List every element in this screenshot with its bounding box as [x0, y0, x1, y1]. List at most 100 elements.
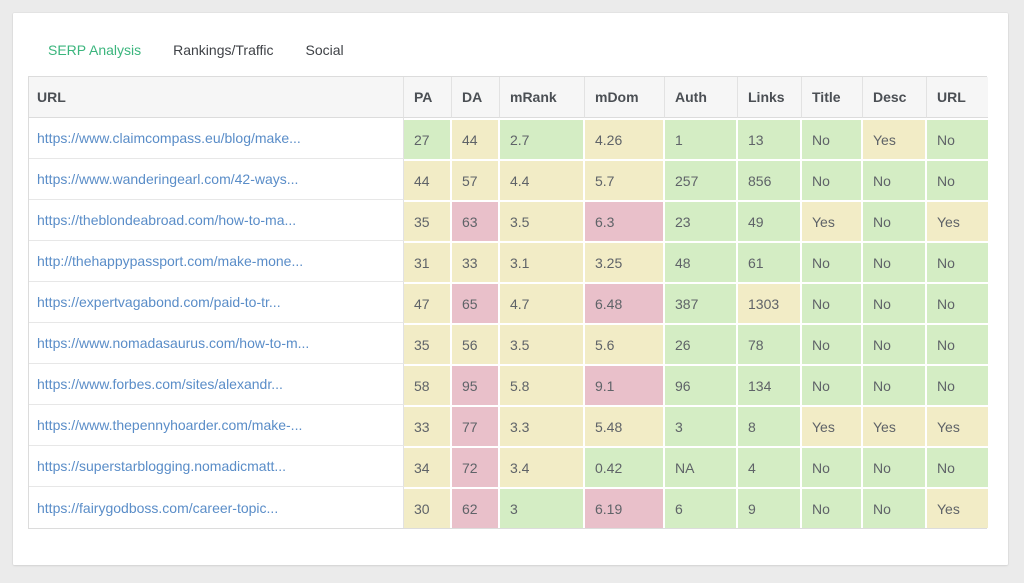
table-header-row: URL PA DA mRank mDom Auth Links Title Desc URL	[29, 77, 988, 118]
metric-cell-pa: 47	[404, 282, 452, 323]
url-cell: https://expertvagabond.com/paid-to-tr...	[29, 282, 404, 323]
metric-cell-url: No	[927, 159, 988, 200]
metric-cell-mrank: 5.8	[500, 364, 585, 405]
column-header-mdom: mDom	[585, 77, 665, 118]
result-url-link[interactable]: https://theblondeabroad.com/how-to-ma...	[37, 212, 297, 228]
metric-cell-mrank: 3.3	[500, 405, 585, 446]
metric-cell-da: 56	[452, 323, 500, 364]
result-url-link[interactable]: https://www.wanderingearl.com/42-ways...	[37, 171, 299, 187]
metric-cell-title: No	[802, 241, 863, 282]
metric-cell-mrank: 3	[500, 487, 585, 528]
metric-cell-url: Yes	[927, 487, 988, 528]
metric-cell-links: 8	[738, 405, 802, 446]
column-header-url-2: URL	[927, 77, 988, 118]
result-url-link[interactable]: https://fairygodboss.com/career-topic...	[37, 499, 279, 516]
result-url-link[interactable]: https://superstarblogging.nomadicmatt...	[37, 458, 287, 474]
result-url-link[interactable]: https://expertvagabond.com/paid-to-tr...	[37, 294, 281, 310]
metric-cell-url: No	[927, 118, 988, 159]
result-url-link[interactable]: https://www.forbes.com/sites/alexandr...	[37, 376, 283, 392]
metric-cell-auth: 23	[665, 200, 738, 241]
metric-cell-da: 62	[452, 487, 500, 528]
metric-cell-mdom: 3.25	[585, 241, 665, 282]
tab-serp-analysis[interactable]: SERP Analysis	[48, 42, 142, 58]
metric-cell-pa: 33	[404, 405, 452, 446]
tab-social[interactable]: Social	[305, 42, 344, 58]
tab-bar: SERP Analysis Rankings/Traffic Social	[13, 13, 1008, 60]
url-cell: https://theblondeabroad.com/how-to-ma...	[29, 200, 404, 241]
metric-cell-mrank: 3.5	[500, 323, 585, 364]
result-url-link[interactable]: http://thehappypassport.com/make-mone...	[37, 253, 304, 269]
metric-cell-desc: No	[863, 200, 927, 241]
metric-cell-links: 13	[738, 118, 802, 159]
metric-cell-url: No	[927, 446, 988, 487]
url-cell: https://www.forbes.com/sites/alexandr...	[29, 364, 404, 405]
metric-cell-da: 63	[452, 200, 500, 241]
metric-cell-links: 856	[738, 159, 802, 200]
metric-cell-pa: 34	[404, 446, 452, 487]
metric-cell-desc: Yes	[863, 405, 927, 446]
column-header-pa: PA	[404, 77, 452, 118]
metric-cell-pa: 35	[404, 200, 452, 241]
url-cell: https://www.nomadasaurus.com/how-to-m...	[29, 323, 404, 364]
result-url-link[interactable]: https://www.nomadasaurus.com/how-to-m...	[37, 335, 310, 351]
metric-cell-pa: 44	[404, 159, 452, 200]
metric-cell-mdom: 6.48	[585, 282, 665, 323]
metric-cell-links: 49	[738, 200, 802, 241]
metric-cell-mdom: 5.48	[585, 405, 665, 446]
table-row: https://fairygodboss.com/career-topic...…	[29, 487, 988, 528]
metric-cell-title: No	[802, 282, 863, 323]
metric-cell-pa: 58	[404, 364, 452, 405]
metric-cell-url: No	[927, 364, 988, 405]
column-header-mrank: mRank	[500, 77, 585, 118]
column-header-links: Links	[738, 77, 802, 118]
metric-cell-desc: No	[863, 241, 927, 282]
metric-cell-url: Yes	[927, 200, 988, 241]
url-cell: https://fairygodboss.com/career-topic...	[29, 487, 404, 528]
metric-cell-desc: No	[863, 159, 927, 200]
metric-cell-auth: 26	[665, 323, 738, 364]
metric-cell-url: No	[927, 241, 988, 282]
metric-cell-da: 33	[452, 241, 500, 282]
table-body: https://www.claimcompass.eu/blog/make...…	[29, 118, 988, 528]
metric-cell-da: 72	[452, 446, 500, 487]
metric-cell-url: No	[927, 323, 988, 364]
metric-cell-mrank: 4.7	[500, 282, 585, 323]
url-cell: https://www.thepennyhoarder.com/make-...	[29, 405, 404, 446]
metric-cell-pa: 27	[404, 118, 452, 159]
metric-cell-da: 44	[452, 118, 500, 159]
metric-cell-links: 78	[738, 323, 802, 364]
metric-cell-mrank: 2.7	[500, 118, 585, 159]
tab-rankings-traffic[interactable]: Rankings/Traffic	[173, 42, 274, 58]
metric-cell-title: No	[802, 323, 863, 364]
metric-cell-title: No	[802, 446, 863, 487]
metric-cell-auth: 6	[665, 487, 738, 528]
table-row: https://www.thepennyhoarder.com/make-...…	[29, 405, 988, 446]
metric-cell-desc: Yes	[863, 118, 927, 159]
table-row: https://expertvagabond.com/paid-to-tr...…	[29, 282, 988, 323]
url-cell: http://thehappypassport.com/make-mone...	[29, 241, 404, 282]
column-header-auth: Auth	[665, 77, 738, 118]
table-row: http://thehappypassport.com/make-mone...…	[29, 241, 988, 282]
metric-cell-mdom: 6.19	[585, 487, 665, 528]
table-row: https://superstarblogging.nomadicmatt...…	[29, 446, 988, 487]
result-url-link[interactable]: https://www.thepennyhoarder.com/make-...	[37, 417, 303, 433]
metric-cell-url: Yes	[927, 405, 988, 446]
metric-cell-links: 9	[738, 487, 802, 528]
metric-cell-title: Yes	[802, 200, 863, 241]
metric-cell-mdom: 4.26	[585, 118, 665, 159]
metric-cell-desc: No	[863, 323, 927, 364]
metric-cell-mdom: 0.42	[585, 446, 665, 487]
serp-analysis-table: URL PA DA mRank mDom Auth Links Title Desc URL ht…	[29, 77, 988, 528]
column-header-url: URL	[29, 77, 404, 118]
metric-cell-pa: 35	[404, 323, 452, 364]
url-cell: https://www.wanderingearl.com/42-ways...	[29, 159, 404, 200]
result-url-link[interactable]: https://www.claimcompass.eu/blog/make...	[37, 130, 301, 146]
table-row: https://www.nomadasaurus.com/how-to-m...…	[29, 323, 988, 364]
metric-cell-links: 61	[738, 241, 802, 282]
metric-cell-da: 65	[452, 282, 500, 323]
metric-cell-mdom: 5.7	[585, 159, 665, 200]
metric-cell-links: 134	[738, 364, 802, 405]
metric-cell-desc: No	[863, 364, 927, 405]
metric-cell-auth: 257	[665, 159, 738, 200]
metric-cell-da: 95	[452, 364, 500, 405]
